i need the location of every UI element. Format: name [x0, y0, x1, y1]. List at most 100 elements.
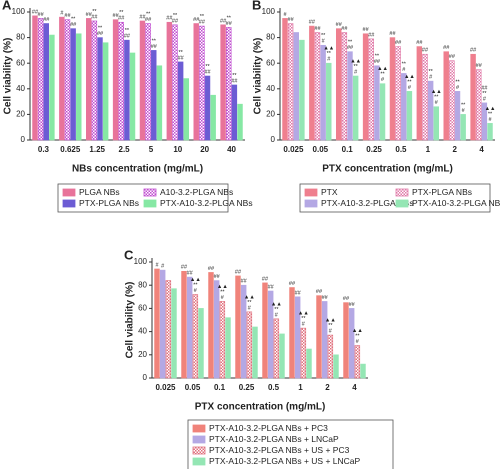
bar: [362, 33, 369, 141]
bar: [433, 106, 440, 141]
bar: [193, 23, 199, 141]
significance-mark: ▲▲: [190, 277, 201, 283]
x-tick-label: 4: [352, 383, 357, 392]
significance-mark: ▲▲: [350, 58, 361, 64]
x-tick-label: 0.5: [268, 383, 280, 392]
significance-mark: ▲▲: [244, 294, 255, 300]
bar: [460, 114, 466, 141]
legend-label: A10-3.2-PLGA NBs: [160, 187, 233, 197]
significance-mark: ##: [314, 26, 321, 32]
significance-mark: ##: [368, 32, 375, 38]
bar: [181, 270, 187, 379]
significance-mark: #: [402, 67, 406, 73]
bar: [343, 302, 349, 379]
significance-mark: ##: [374, 59, 381, 65]
bar: [86, 18, 92, 141]
significance-mark: ##: [220, 18, 227, 24]
significance-mark: **: [220, 289, 225, 295]
significance-mark: #: [155, 262, 159, 268]
significance-mark: ▲▲: [352, 328, 363, 334]
x-tick-label: 40: [227, 145, 236, 154]
legend-label: PTX-A10-3.2-PLGA NBs + US + PC3: [209, 445, 350, 455]
y-tick-label: 100: [134, 257, 148, 266]
legend-swatch: [62, 199, 76, 208]
significance-mark: ##: [295, 290, 302, 296]
x-tick-label: 0.625: [60, 145, 81, 154]
bar: [151, 50, 157, 141]
significance-mark: **: [227, 15, 232, 21]
legend-label: PTX-A10-3.2-PLGA NBs + US: [412, 198, 500, 208]
bar: [192, 294, 199, 379]
significance-mark: **: [355, 333, 360, 339]
significance-mark: ▲▲: [217, 284, 228, 290]
x-tick-label: 0.1: [214, 383, 226, 392]
significance-mark: ##: [416, 40, 423, 46]
x-tick-label: 20: [200, 145, 209, 154]
bar: [49, 34, 55, 141]
x-tick-label: 1: [298, 383, 303, 392]
bar: [476, 69, 482, 141]
x-tick-label: 0.05: [185, 383, 201, 392]
bar: [235, 275, 241, 379]
significance-mark: ##: [241, 279, 248, 285]
bar: [112, 19, 119, 141]
bar: [422, 53, 428, 141]
legend-swatch: [62, 188, 76, 197]
bar: [347, 51, 353, 141]
bar: [299, 39, 305, 141]
y-tick-label: 40: [16, 84, 25, 93]
legend-box: [187, 419, 394, 469]
significance-mark: ##: [309, 20, 316, 26]
significance-mark: ##: [347, 45, 354, 51]
significance-mark: ##: [204, 69, 211, 75]
bar: [76, 33, 82, 141]
significance-mark: **: [327, 51, 332, 57]
legend-swatch: [143, 188, 157, 197]
x-axis-label: NBs concentration (mg/mL): [72, 164, 203, 175]
x-tick-label: 2: [452, 145, 457, 154]
bar: [156, 65, 163, 141]
legend-swatch: [304, 188, 318, 197]
bar: [320, 44, 326, 141]
significance-mark: **: [455, 79, 460, 85]
bar: [32, 15, 38, 141]
significance-mark: **: [173, 13, 178, 19]
bar: [341, 32, 348, 141]
bar: [326, 62, 332, 141]
bar: [43, 23, 49, 141]
significance-mark: ▲▲: [404, 74, 415, 80]
significance-mark: ##: [288, 17, 295, 23]
legend-label: PTX-A10-3.2-PLGA NBs: [321, 198, 414, 208]
significance-mark: **: [125, 28, 130, 34]
bar: [166, 21, 173, 141]
significance-mark: ##: [443, 45, 450, 51]
legend-swatch: [395, 199, 409, 208]
y-tick-label: 100: [262, 7, 276, 16]
legend-label: PTX-A10-3.2-PLGA NBs + PC3: [209, 423, 328, 433]
significance-mark: ##: [481, 85, 488, 91]
x-tick-label: 0.1: [342, 145, 354, 154]
legend-label: PTX-PLGA NBs: [79, 198, 139, 208]
y-axis-label: Cell viability (%): [125, 282, 136, 359]
panel-label: C: [124, 247, 134, 262]
y-tick-label: 100: [12, 7, 26, 16]
significance-mark: #: [248, 305, 252, 311]
legend-label: PLGA NBs: [79, 187, 120, 197]
panel-label: B: [252, 0, 261, 12]
significance-mark: ##: [235, 269, 242, 275]
bar: [124, 39, 130, 141]
legend-box: [299, 183, 491, 213]
significance-mark: ▲▲: [431, 89, 442, 95]
significance-mark: ##: [139, 14, 146, 20]
bar: [154, 268, 160, 379]
bar: [368, 38, 374, 141]
significance-mark: **: [92, 9, 97, 15]
bar: [354, 345, 361, 379]
y-tick-label: 0: [271, 135, 276, 144]
significance-mark: ##: [389, 31, 396, 37]
significance-mark: ##: [214, 274, 221, 280]
bar: [306, 348, 312, 379]
significance-mark: **: [301, 316, 306, 322]
legend-swatch: [192, 457, 206, 466]
